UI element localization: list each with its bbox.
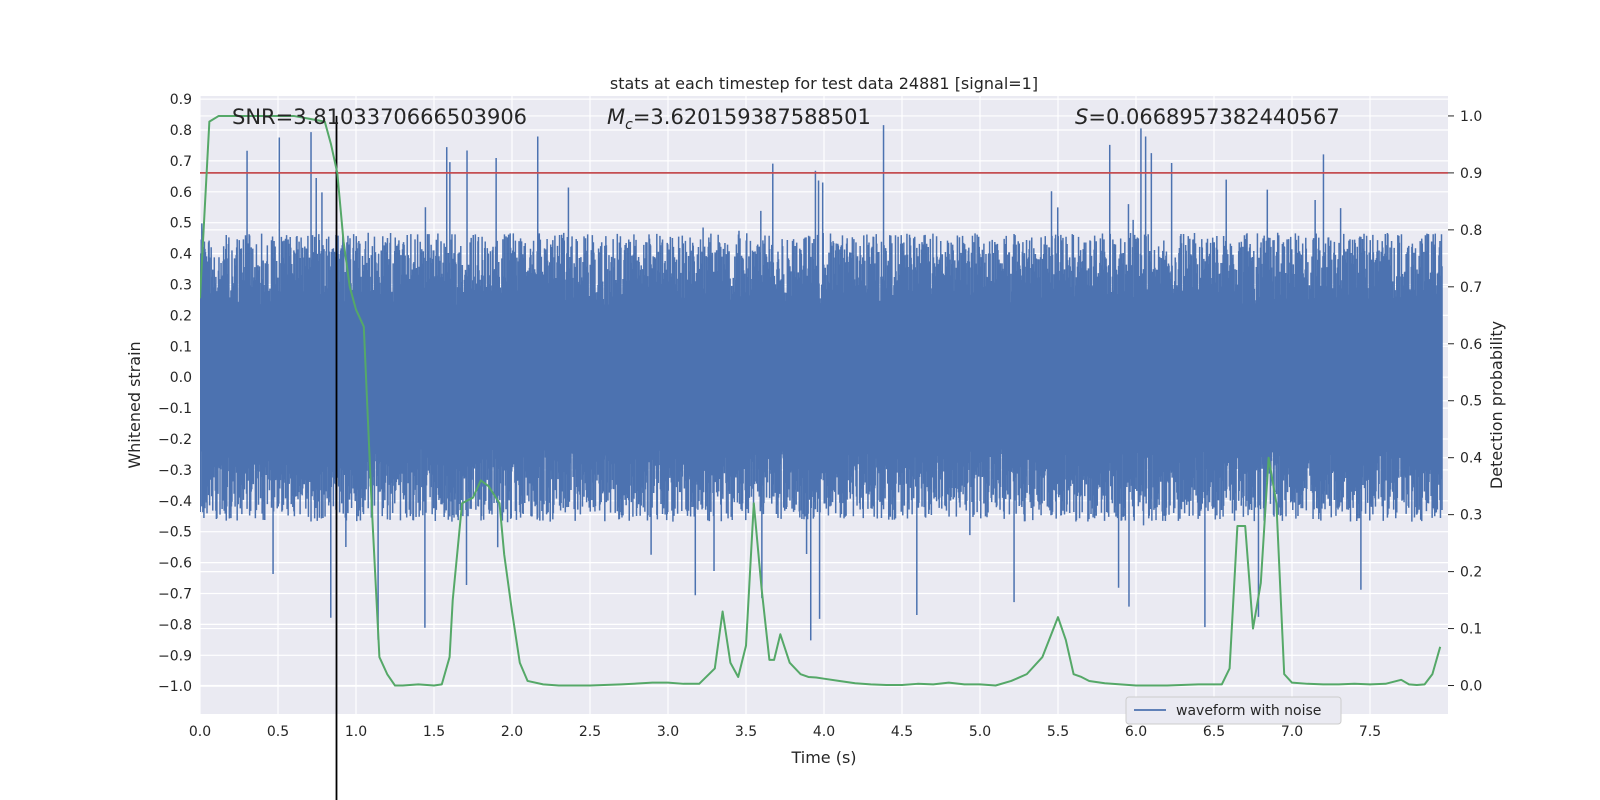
s-value: =0.0668957382440567 — [1088, 105, 1339, 129]
x-tick-label: 4.5 — [891, 724, 913, 740]
legend-box — [1125, 696, 1342, 725]
x-tick-label: 3.0 — [657, 724, 679, 740]
chirp-mass-symbol: M — [607, 105, 625, 129]
y-tick-label-right: 0.7 — [1460, 280, 1482, 296]
x-tick-label: 0.0 — [189, 724, 211, 740]
y-tick-label-left: 0.7 — [170, 154, 192, 170]
x-tick-label: 5.5 — [1047, 724, 1069, 740]
waveform-trace — [200, 125, 1443, 641]
y-tick-label-left: 0.1 — [170, 339, 192, 355]
y-tick-label-left: 0.9 — [170, 92, 192, 108]
y-tick-label-left: −0.5 — [158, 525, 192, 541]
y-tick-label-right: 0.1 — [1460, 622, 1482, 638]
y-tick-label-left: 0.5 — [170, 216, 192, 232]
x-tick-label: 6.5 — [1203, 724, 1225, 740]
x-axis-label: Time (s) — [790, 748, 856, 767]
chirp-mass-subscript: c — [625, 117, 633, 133]
s-symbol: S — [1075, 105, 1088, 129]
x-tick-label: 2.0 — [501, 724, 523, 740]
y-tick-label-left: −0.3 — [158, 463, 192, 479]
x-tick-label: 0.5 — [267, 724, 289, 740]
y-tick-label-left: 0.0 — [170, 370, 192, 386]
y-tick-label-left: 0.2 — [170, 308, 192, 324]
probability-layer — [200, 114, 1442, 687]
right-axis-label: Detection probability — [1487, 321, 1506, 489]
x-tick-label: 1.0 — [345, 724, 367, 740]
y-tick-label-left: −0.9 — [158, 648, 192, 664]
x-tick-label: 1.5 — [423, 724, 445, 740]
waveform-layer — [200, 125, 1443, 641]
s-annotation: S=0.0668957382440567 — [1075, 105, 1340, 129]
y-tick-label-left: 0.6 — [170, 185, 192, 201]
y-tick-label-right: 0.5 — [1460, 394, 1482, 410]
x-tick-label: 2.5 — [579, 724, 601, 740]
y-tick-label-left: −1.0 — [158, 679, 192, 695]
x-tick-label: 7.0 — [1281, 724, 1303, 740]
y-tick-label-left: 0.8 — [170, 123, 192, 139]
y-tick-label-right: 0.4 — [1460, 451, 1482, 467]
legend-label-waveform: waveform with noise — [1176, 703, 1321, 719]
y-tick-label-left: −0.8 — [158, 617, 192, 633]
left-axis-label: Whitened strain — [125, 341, 144, 468]
x-tick-label: 7.5 — [1359, 724, 1381, 740]
y-tick-label-right: 0.9 — [1460, 166, 1482, 182]
chirp-mass-value: =3.620159387588501 — [633, 105, 871, 129]
ticks: 0.0 0.5 1.0 1.5 2.0 2.5 3.0 3.5 4.0 4.5 5.0 5.5 6.0 6… — [158, 92, 1482, 740]
y-tick-label-left: −0.4 — [158, 494, 192, 510]
legend: waveform with noise — [1125, 696, 1342, 725]
x-tick-label: 3.5 — [735, 724, 757, 740]
y-tick-label-left: −0.7 — [158, 586, 192, 602]
y-tick-label-right: 0.6 — [1460, 337, 1482, 353]
y-tick-label-right: 0.0 — [1460, 679, 1482, 695]
x-tick-label: 5.0 — [969, 724, 991, 740]
y-tick-label-left: 0.4 — [170, 247, 192, 263]
snr-annotation: SNR=3.8103370666503906 — [232, 105, 527, 129]
detection-probability-line — [200, 114, 1442, 687]
y-tick-label-right: 0.3 — [1460, 508, 1482, 524]
x-tick-label: 6.0 — [1125, 724, 1147, 740]
chart-title: stats at each timestep for test data 248… — [610, 74, 1038, 93]
x-tick-label: 4.0 — [813, 724, 835, 740]
y-tick-label-right: 0.2 — [1460, 565, 1482, 581]
y-tick-label-left: −0.2 — [158, 432, 192, 448]
y-tick-label-left: −0.1 — [158, 401, 192, 417]
chirp-mass-annotation: Mc=3.620159387588501 — [607, 105, 871, 133]
y-tick-label-right: 1.0 — [1460, 109, 1482, 125]
y-tick-label-left: −0.6 — [158, 556, 192, 572]
y-tick-label-left: 0.3 — [170, 277, 192, 293]
y-tick-label-right: 0.8 — [1460, 223, 1482, 239]
